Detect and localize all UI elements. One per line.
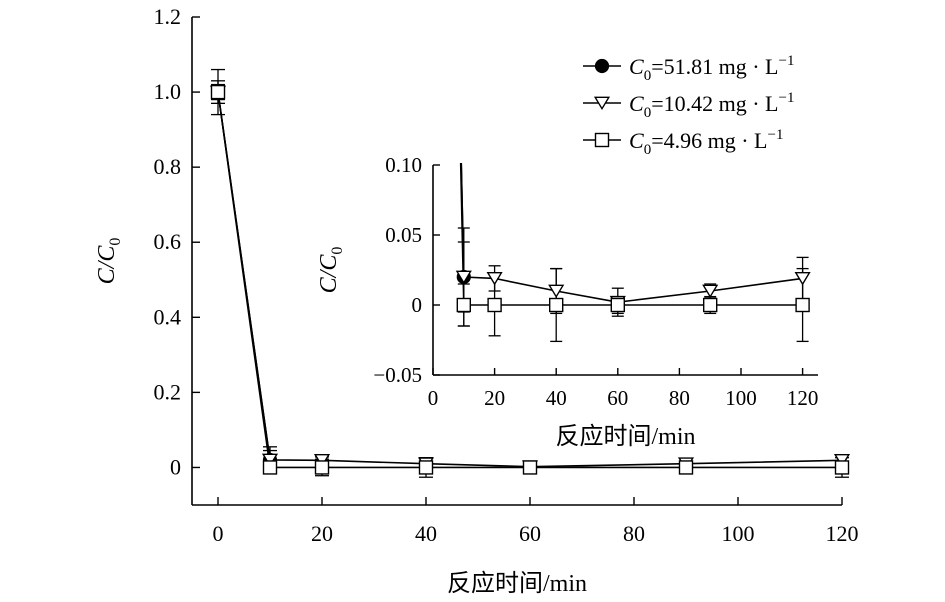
inset-y-tick-label: 0.05 [385, 223, 422, 247]
main-y-tick-label: 1.0 [154, 79, 182, 104]
inset-x-tick-label: 60 [607, 386, 628, 410]
inset-x-tick-label: 80 [669, 386, 690, 410]
inset-series-2-point [487, 297, 502, 313]
inset-y-tick-label: 0.10 [385, 153, 422, 177]
main-series-2-point [834, 460, 850, 475]
main-y-axis-title: C/C0 [94, 238, 124, 285]
legend: C0=51.81 mg · L−1 C0=10.42 mg · L−1 C0=4.9… [583, 53, 794, 158]
inset-y-axis-title: C/C0 [316, 247, 346, 294]
inset-series-1-point [794, 272, 811, 286]
inset-x-tick-label: 120 [787, 386, 819, 410]
inset-series-2-point [549, 297, 564, 313]
inset-x-tick-label: 20 [484, 386, 505, 410]
inset-series-2-point [456, 297, 471, 313]
inset-x-tick-label: 100 [725, 386, 757, 410]
inset-y-tick-label: 0 [412, 293, 423, 317]
main-y-tick-label: 0.8 [154, 154, 182, 179]
main-x-axis-title: 反应时间/min [447, 570, 587, 597]
main-x-tick-label: 60 [519, 521, 541, 546]
main-y-tick-label: 0.4 [154, 304, 182, 329]
legend-marker-0 [594, 58, 610, 74]
main-x-tick-label: 80 [623, 521, 645, 546]
inset-y-tick-label: −0.05 [373, 363, 422, 387]
main-series-2-point [210, 84, 226, 100]
main-plot: 0 0.2 0.4 0.6 0.8 1.0 1.2 0 20 40 60 80 100 120 反应时间/m… [94, 4, 859, 597]
main-series-1-point [261, 453, 279, 468]
inset-series-1-point [455, 270, 472, 285]
main-series-2-point [262, 460, 278, 475]
main-x-tick-label: 0 [213, 521, 224, 546]
main-x-tick-label: 120 [826, 521, 859, 546]
main-y-tick-label: 0 [170, 454, 181, 479]
main-series-2-point [314, 460, 330, 475]
inset-series-1-point [702, 284, 719, 299]
main-y-tick-label: 0.6 [154, 229, 182, 254]
main-x-tick-label: 40 [415, 521, 437, 546]
inset-series-2-point [703, 297, 718, 313]
inset-data [455, 163, 811, 343]
inset-x-tick-label: 40 [546, 386, 567, 410]
inset-x-tick-label: 0 [428, 386, 439, 410]
main-x-tick-label: 100 [722, 521, 755, 546]
legend-label-2: C0=4.96 mg · L−1 [629, 127, 783, 158]
legend-marker-2 [594, 132, 610, 148]
legend-marker-1 [593, 96, 611, 111]
legend-label-0: C0=51.81 mg · L−1 [629, 53, 794, 84]
legend-label-1: C0=10.42 mg · L−1 [629, 90, 794, 121]
inset-series-1-point [548, 284, 565, 299]
main-series-2-point [522, 460, 538, 475]
main-y-tick-label: 1.2 [154, 4, 182, 29]
main-x-tick-label: 20 [311, 521, 333, 546]
inset-series-2-point [795, 297, 810, 313]
inset-series-2-point [610, 297, 625, 313]
main-series-2-point [418, 460, 434, 475]
main-series-2-point [678, 460, 694, 475]
main-y-tick-label: 0.2 [154, 379, 182, 404]
inset-x-axis-title: 反应时间/min [555, 423, 695, 450]
inset-series-1-point [486, 272, 503, 286]
